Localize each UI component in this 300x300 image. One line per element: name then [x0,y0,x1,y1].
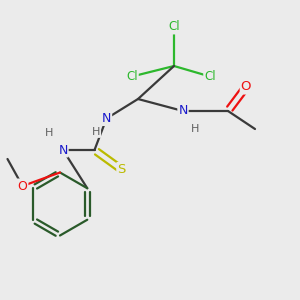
Text: O: O [241,80,251,94]
Text: H: H [45,128,54,139]
Text: S: S [117,163,126,176]
Text: H: H [191,124,199,134]
Text: N: N [58,143,68,157]
Text: N: N [178,104,188,118]
Text: Cl: Cl [126,70,138,83]
Text: O: O [18,179,27,193]
Text: Cl: Cl [204,70,216,83]
Text: H: H [92,127,100,137]
Text: Cl: Cl [168,20,180,34]
Text: N: N [102,112,111,125]
